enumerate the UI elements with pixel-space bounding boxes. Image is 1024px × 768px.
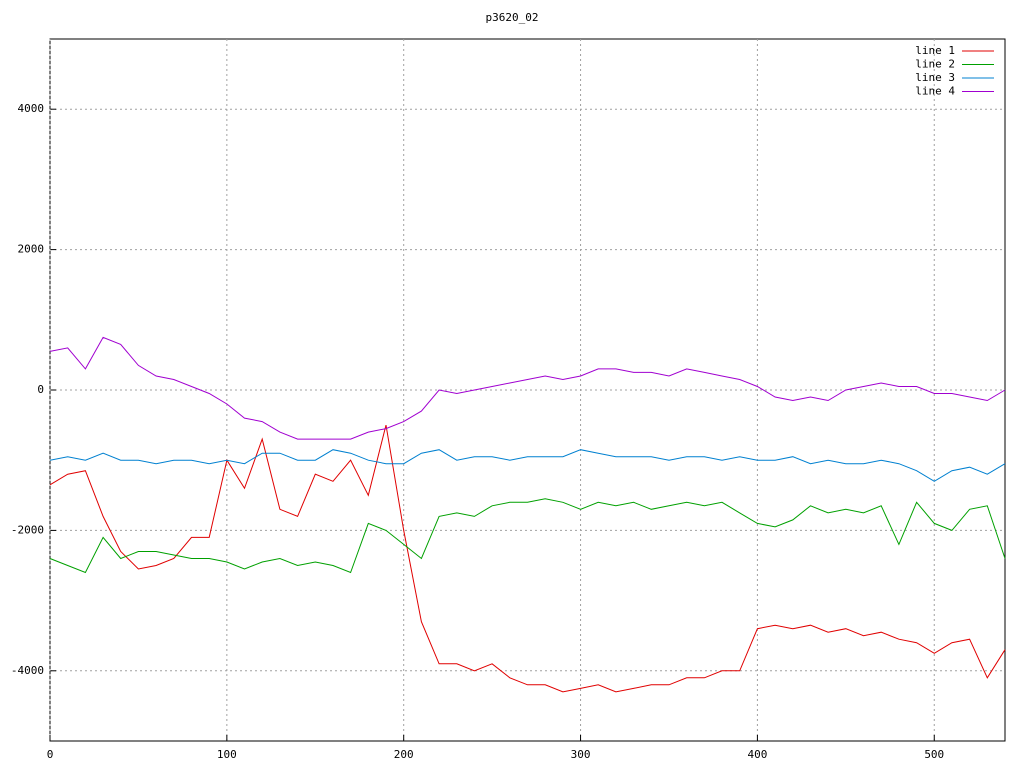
y-tick-label: 4000 [18,102,45,115]
legend-label: line 3 [915,71,955,84]
x-tick-label: 100 [217,748,237,761]
legend-label: line 4 [915,85,955,98]
series-line [49,498,1006,574]
chart-title: p3620_02 [486,11,539,24]
x-tick-label: 0 [47,748,54,761]
series-line [49,424,1006,693]
x-tick-label: 200 [394,748,414,761]
y-tick-label: -4000 [11,664,44,677]
y-tick-label: 2000 [18,243,45,256]
x-tick-label: 500 [924,748,944,761]
legend-label: line 1 [915,44,955,57]
x-tick-label: 300 [571,748,591,761]
series-line [49,449,1006,482]
x-tick-label: 400 [747,748,767,761]
legend-label: line 2 [915,58,955,71]
y-tick-label: -2000 [11,523,44,536]
y-tick-label: 0 [37,383,44,396]
series-line [49,336,1006,440]
